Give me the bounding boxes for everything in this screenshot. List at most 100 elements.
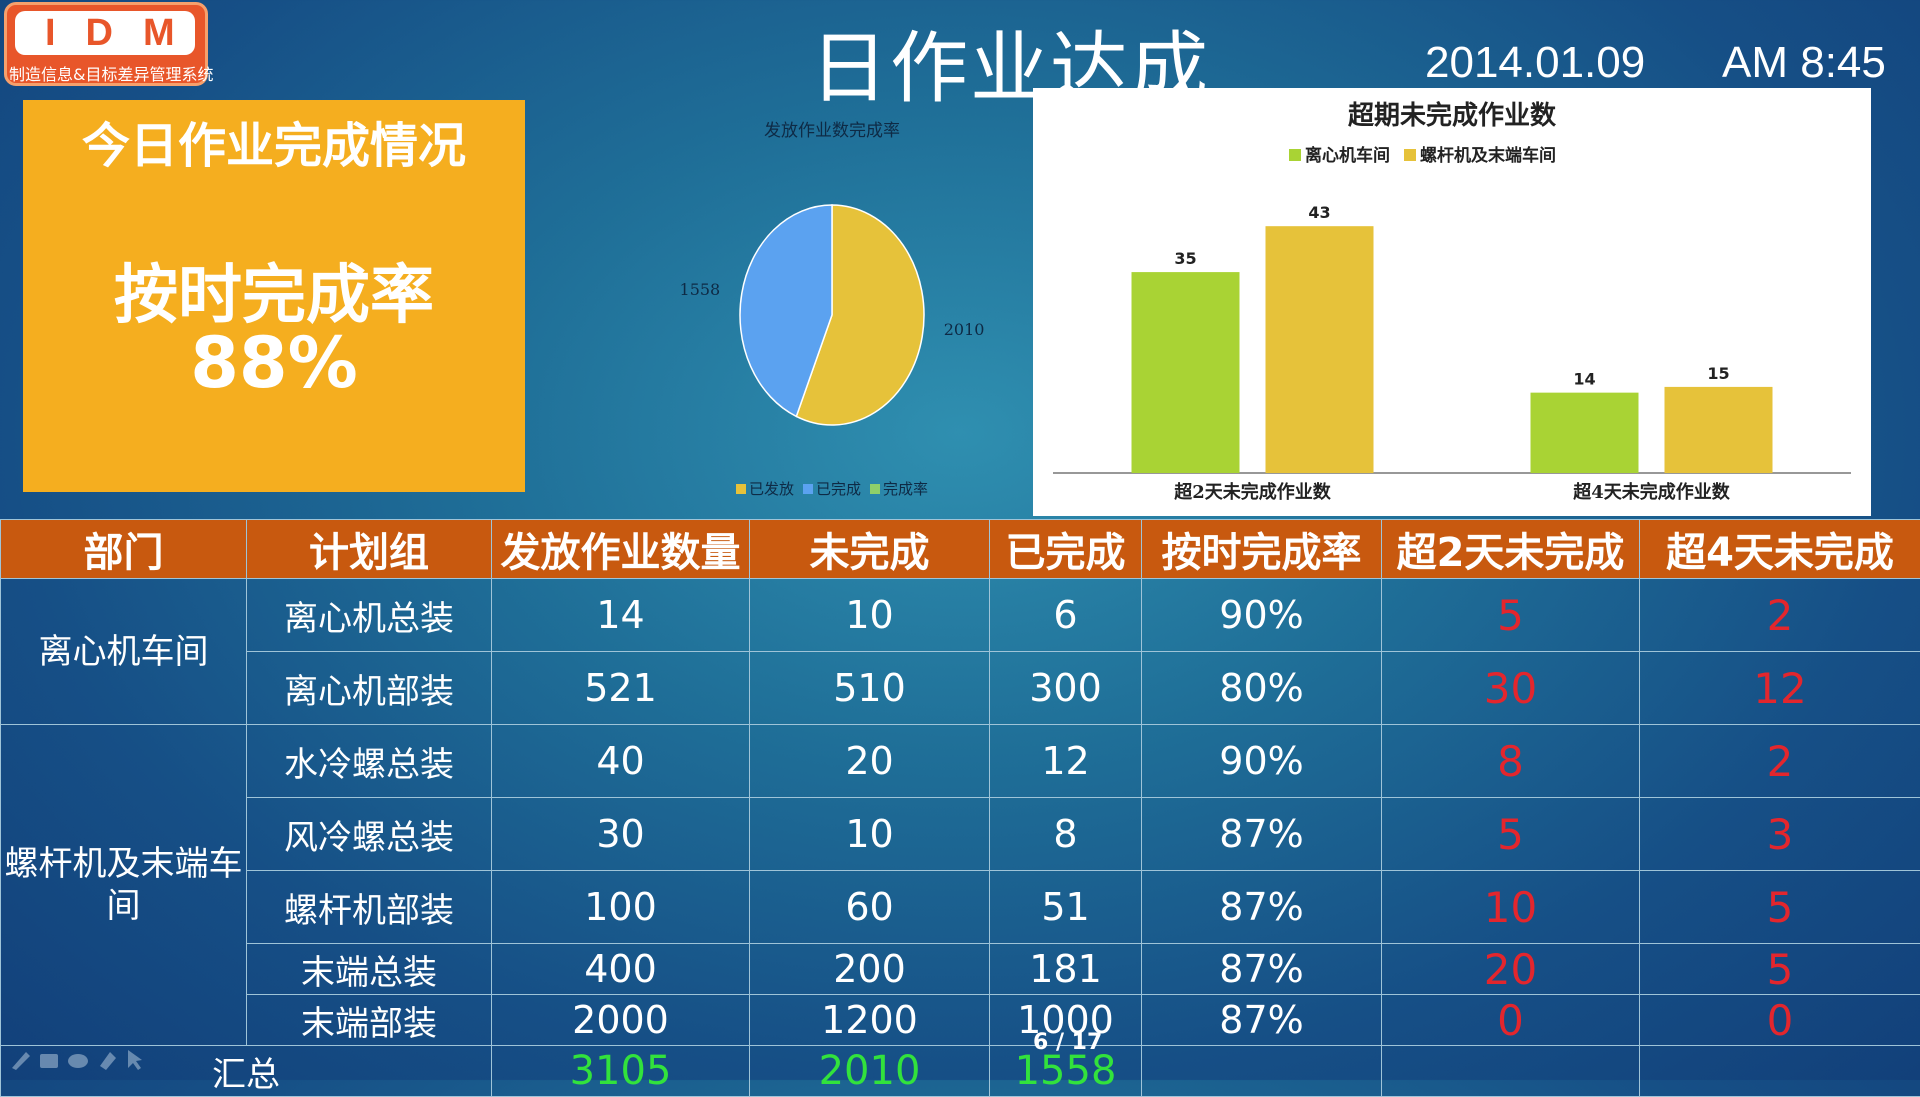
over4-cell: 0 bbox=[1640, 995, 1920, 1046]
open-cell: 1200 bbox=[750, 995, 990, 1046]
bar-chart-panel: 超期未完成作业数 离心机车间 螺杆机及末端车间 35 43 14 15 超2天未完成作业… bbox=[1033, 88, 1871, 516]
rate-cell: 87% bbox=[1142, 995, 1382, 1046]
group-cell: 末端部装 bbox=[247, 995, 492, 1046]
logo-letters: IDM bbox=[15, 11, 195, 55]
issued-cell: 521 bbox=[492, 652, 750, 725]
bar-category-label: 超4天未完成作业数 bbox=[1573, 481, 1731, 503]
table-row: 末端总装 400 200 181 87% 20 5 bbox=[1, 944, 1920, 995]
rate-cell: 80% bbox=[1142, 652, 1382, 725]
over4-cell: 2 bbox=[1640, 579, 1920, 652]
kpi-value: 88% bbox=[23, 322, 525, 404]
over4-cell: 5 bbox=[1640, 871, 1920, 944]
group-cell: 风冷螺总装 bbox=[247, 798, 492, 871]
total-open: 2010 bbox=[750, 1046, 990, 1097]
table-row: 末端部装 2000 1200 1000 87% 0 0 bbox=[1, 995, 1920, 1046]
pie-data-label: 1558 bbox=[680, 280, 721, 299]
total-empty-cell bbox=[1382, 1046, 1640, 1097]
rate-cell: 90% bbox=[1142, 725, 1382, 798]
pie-legend-label: 完成率 bbox=[883, 480, 928, 498]
col-header-over4: 超4天未完成 bbox=[1640, 520, 1920, 579]
col-header-open: 未完成 bbox=[750, 520, 990, 579]
over4-cell: 3 bbox=[1640, 798, 1920, 871]
issued-cell: 40 bbox=[492, 725, 750, 798]
group-cell: 离心机部装 bbox=[247, 652, 492, 725]
total-issued: 3105 bbox=[492, 1046, 750, 1097]
slide-tools bbox=[8, 1046, 158, 1072]
pie-legend-label: 已发放 bbox=[749, 480, 794, 498]
over4-cell: 2 bbox=[1640, 725, 1920, 798]
over2-cell: 5 bbox=[1382, 798, 1640, 871]
pie-legend-swatch bbox=[803, 484, 813, 494]
col-header-done: 已完成 bbox=[990, 520, 1142, 579]
open-cell: 10 bbox=[750, 798, 990, 871]
done-cell: 6 bbox=[990, 579, 1142, 652]
logo: IDM 制造信息&目标差异管理系统 bbox=[4, 2, 208, 86]
total-row: 汇总 3105 2010 1558 bbox=[1, 1046, 1920, 1097]
highlighter-icon[interactable] bbox=[100, 1052, 116, 1070]
rate-cell: 87% bbox=[1142, 944, 1382, 995]
done-cell: 51 bbox=[990, 871, 1142, 944]
screen-icon[interactable] bbox=[40, 1054, 58, 1068]
issued-cell: 14 bbox=[492, 579, 750, 652]
over4-cell: 5 bbox=[1640, 944, 1920, 995]
open-cell: 200 bbox=[750, 944, 990, 995]
pointer-icon[interactable] bbox=[128, 1050, 142, 1070]
pie-title: 发放作业数完成率 bbox=[764, 121, 900, 141]
over2-cell: 0 bbox=[1382, 995, 1640, 1046]
open-cell: 10 bbox=[750, 579, 990, 652]
col-header-issued: 发放作业数量 bbox=[492, 520, 750, 579]
rate-cell: 87% bbox=[1142, 871, 1382, 944]
dept-cell: 螺杆机及末端车间 bbox=[1, 725, 247, 1046]
logo-subtitle: 制造信息&目标差异管理系统 bbox=[9, 61, 203, 85]
bar-data-label: 15 bbox=[1707, 364, 1729, 383]
bar bbox=[1665, 387, 1773, 473]
over2-cell: 10 bbox=[1382, 871, 1640, 944]
bar-legend-label: 离心机车间 bbox=[1305, 145, 1390, 166]
rate-cell: 87% bbox=[1142, 798, 1382, 871]
issued-cell: 30 bbox=[492, 798, 750, 871]
table-row: 螺杆机部装 100 60 51 87% 10 5 bbox=[1, 871, 1920, 944]
over2-cell: 30 bbox=[1382, 652, 1640, 725]
done-cell: 181 bbox=[990, 944, 1142, 995]
done-cell: 8 bbox=[990, 798, 1142, 871]
rate-cell: 90% bbox=[1142, 579, 1382, 652]
bar-data-label: 14 bbox=[1573, 370, 1595, 389]
open-cell: 60 bbox=[750, 871, 990, 944]
col-header-over2: 超2天未完成 bbox=[1382, 520, 1640, 579]
table-row: 螺杆机及末端车间 水冷螺总装 40 20 12 90% 8 2 bbox=[1, 725, 1920, 798]
bar-chart: 超期未完成作业数 离心机车间 螺杆机及末端车间 35 43 14 15 超2天未完成作业… bbox=[1033, 88, 1871, 516]
bar-legend-label: 螺杆机及末端车间 bbox=[1420, 145, 1556, 166]
open-cell: 20 bbox=[750, 725, 990, 798]
over2-cell: 5 bbox=[1382, 579, 1640, 652]
date-label: 2014.01.09 bbox=[1425, 38, 1645, 88]
group-cell: 末端总装 bbox=[247, 944, 492, 995]
pie-data-label: 2010 bbox=[944, 320, 985, 339]
col-header-dept: 部门 bbox=[1, 520, 247, 579]
time-label: AM 8:45 bbox=[1722, 38, 1886, 88]
done-cell: 12 bbox=[990, 725, 1142, 798]
over2-cell: 20 bbox=[1382, 944, 1640, 995]
over4-cell: 12 bbox=[1640, 652, 1920, 725]
pie-chart: 发放作业数完成率 20101558 已发放已完成完成率 bbox=[660, 100, 1010, 510]
bar-data-label: 43 bbox=[1308, 203, 1330, 222]
table-row: 离心机车间 离心机总装 14 10 6 90% 5 2 bbox=[1, 579, 1920, 652]
bar bbox=[1132, 272, 1240, 473]
group-cell: 螺杆机部装 bbox=[247, 871, 492, 944]
bar-category-label: 超2天未完成作业数 bbox=[1174, 481, 1332, 503]
pie-legend-swatch bbox=[870, 484, 880, 494]
eraser-icon[interactable] bbox=[68, 1054, 88, 1068]
bar bbox=[1266, 226, 1374, 473]
done-cell: 300 bbox=[990, 652, 1142, 725]
kpi-heading: 今日作业完成情况 bbox=[23, 106, 525, 176]
open-cell: 510 bbox=[750, 652, 990, 725]
pen-icon[interactable] bbox=[12, 1052, 30, 1070]
kpi-panel: 今日作业完成情况 按时完成率 88% bbox=[23, 100, 525, 492]
bar-title: 超期未完成作业数 bbox=[1348, 100, 1557, 131]
issued-cell: 100 bbox=[492, 871, 750, 944]
dept-cell: 离心机车间 bbox=[1, 579, 247, 725]
bar-legend-swatch bbox=[1404, 149, 1416, 161]
bar bbox=[1531, 393, 1639, 473]
bar-data-label: 35 bbox=[1174, 249, 1196, 268]
group-cell: 离心机总装 bbox=[247, 579, 492, 652]
